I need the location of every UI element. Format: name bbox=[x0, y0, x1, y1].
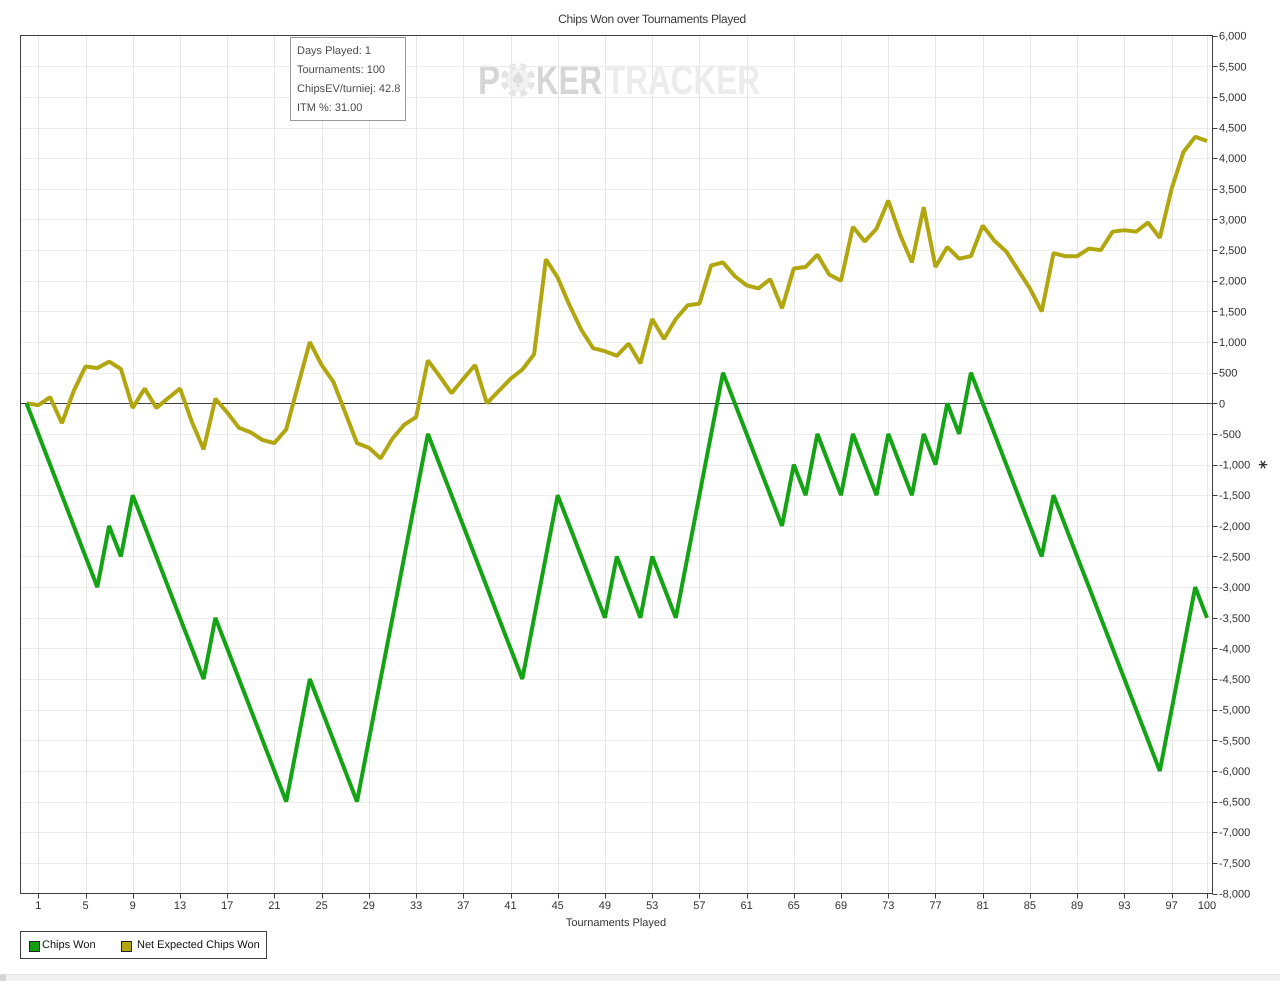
svg-text:33: 33 bbox=[410, 900, 422, 912]
svg-text:4,500: 4,500 bbox=[1219, 123, 1247, 135]
svg-text:69: 69 bbox=[835, 900, 847, 912]
svg-text:-8,000: -8,000 bbox=[1219, 889, 1250, 901]
svg-text:3,000: 3,000 bbox=[1219, 215, 1247, 227]
svg-text:-500: -500 bbox=[1219, 429, 1241, 441]
svg-text:4,000: 4,000 bbox=[1219, 153, 1247, 165]
svg-text:100: 100 bbox=[1198, 900, 1216, 912]
svg-text:41: 41 bbox=[504, 900, 516, 912]
svg-text:29: 29 bbox=[363, 900, 375, 912]
svg-text:13: 13 bbox=[174, 900, 186, 912]
svg-text:-3,500: -3,500 bbox=[1219, 613, 1250, 625]
svg-text:45: 45 bbox=[552, 900, 564, 912]
svg-text:-5,500: -5,500 bbox=[1219, 735, 1250, 747]
svg-text:1,500: 1,500 bbox=[1219, 306, 1247, 318]
svg-text:5,000: 5,000 bbox=[1219, 92, 1247, 104]
svg-text:61: 61 bbox=[740, 900, 752, 912]
svg-text:5,500: 5,500 bbox=[1219, 61, 1247, 73]
svg-text:9: 9 bbox=[130, 900, 136, 912]
svg-text:0: 0 bbox=[1219, 398, 1225, 410]
svg-text:25: 25 bbox=[315, 900, 327, 912]
svg-text:53: 53 bbox=[646, 900, 658, 912]
svg-text:-7,500: -7,500 bbox=[1219, 858, 1250, 870]
svg-text:Tournaments Played: Tournaments Played bbox=[566, 917, 666, 929]
svg-text:-4,500: -4,500 bbox=[1219, 674, 1250, 686]
svg-text:P: P bbox=[478, 60, 500, 101]
svg-text:73: 73 bbox=[882, 900, 894, 912]
svg-text:37: 37 bbox=[457, 900, 469, 912]
svg-text:89: 89 bbox=[1071, 900, 1083, 912]
svg-text:-1,500: -1,500 bbox=[1219, 490, 1250, 502]
svg-text:5: 5 bbox=[82, 900, 88, 912]
svg-text:-1,000: -1,000 bbox=[1219, 460, 1250, 472]
svg-text:-6,500: -6,500 bbox=[1219, 797, 1250, 809]
svg-text:-5,000: -5,000 bbox=[1219, 705, 1250, 717]
svg-text:2,000: 2,000 bbox=[1219, 276, 1247, 288]
svg-text:-2,000: -2,000 bbox=[1219, 521, 1250, 533]
svg-text:-7,000: -7,000 bbox=[1219, 827, 1250, 839]
svg-text:97: 97 bbox=[1165, 900, 1177, 912]
svg-text:93: 93 bbox=[1118, 900, 1130, 912]
svg-text:17: 17 bbox=[221, 900, 233, 912]
svg-text:-6,000: -6,000 bbox=[1219, 766, 1250, 778]
svg-text:77: 77 bbox=[929, 900, 941, 912]
svg-text:-4,000: -4,000 bbox=[1219, 643, 1250, 655]
svg-text:81: 81 bbox=[977, 900, 989, 912]
svg-text:3,500: 3,500 bbox=[1219, 184, 1247, 196]
svg-text:-2,500: -2,500 bbox=[1219, 552, 1250, 564]
svg-text:57: 57 bbox=[693, 900, 705, 912]
svg-text:2,500: 2,500 bbox=[1219, 245, 1247, 257]
svg-text:1,000: 1,000 bbox=[1219, 337, 1247, 349]
svg-text:49: 49 bbox=[599, 900, 611, 912]
svg-text:85: 85 bbox=[1024, 900, 1036, 912]
svg-text:1: 1 bbox=[35, 900, 41, 912]
svg-text:65: 65 bbox=[788, 900, 800, 912]
svg-text:21: 21 bbox=[268, 900, 280, 912]
svg-text:500: 500 bbox=[1219, 368, 1237, 380]
svg-text:6,000: 6,000 bbox=[1219, 31, 1247, 43]
svg-text:-3,000: -3,000 bbox=[1219, 582, 1250, 594]
